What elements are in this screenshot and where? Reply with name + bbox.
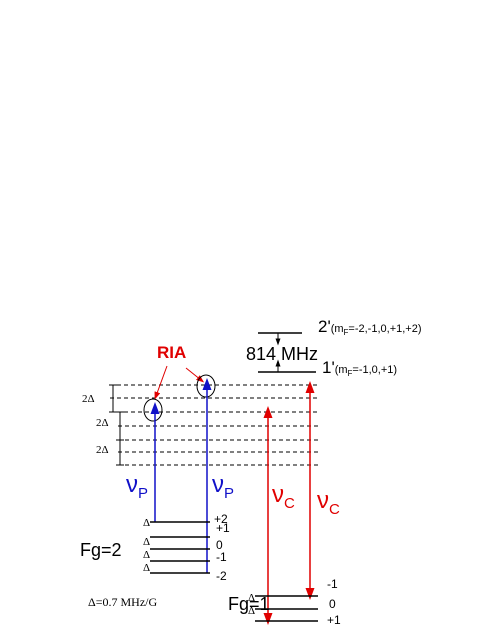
- spacing-label: Δ: [248, 592, 255, 604]
- sublevel-label: +2: [214, 512, 228, 526]
- sublevel-label: +1: [216, 521, 230, 535]
- probe-label: νP: [212, 471, 234, 502]
- level-label: Fg=2: [80, 540, 122, 560]
- sublevel-label: 0: [329, 597, 336, 611]
- coupling-label: νC: [272, 481, 295, 512]
- spacing-label: Δ: [143, 536, 150, 548]
- spacing-label: Δ: [143, 562, 150, 574]
- sublevel-label: -2: [216, 569, 227, 583]
- arrow: [185, 367, 205, 383]
- zeeman-note: Δ=0.7 MHz/G: [88, 595, 157, 609]
- ground-2-levels: [150, 521, 210, 574]
- level-label: 2'(mF=-2,-1,0,+1,+2): [318, 317, 422, 337]
- spacing-label: Δ: [143, 517, 150, 529]
- sublevel-label: +1: [327, 613, 341, 627]
- sublevel-label: 0: [216, 538, 223, 552]
- level-label: 1'(mF=-1,0,+1): [322, 358, 397, 378]
- spacing-label: Δ: [143, 549, 150, 561]
- circle: [196, 374, 216, 398]
- spacing-label: 2Δ: [96, 444, 109, 456]
- circle: [143, 398, 163, 422]
- coupling-label: νC: [317, 487, 340, 518]
- dashed-levels: [109, 384, 320, 466]
- splitting-label: 814 MHz: [246, 344, 318, 364]
- probe-label: νP: [126, 471, 148, 502]
- ground-1-levels: [255, 595, 318, 622]
- arrow: [154, 365, 168, 400]
- sublevel-label: -1: [327, 577, 338, 591]
- sublevel-label: -1: [216, 550, 227, 564]
- level-label: Fg=1: [228, 594, 270, 614]
- spacing-label: 2Δ: [96, 417, 109, 429]
- spacing-label: 2Δ: [82, 393, 95, 405]
- spacing-label: Δ: [248, 605, 255, 617]
- ria-label: RIA: [157, 343, 186, 362]
